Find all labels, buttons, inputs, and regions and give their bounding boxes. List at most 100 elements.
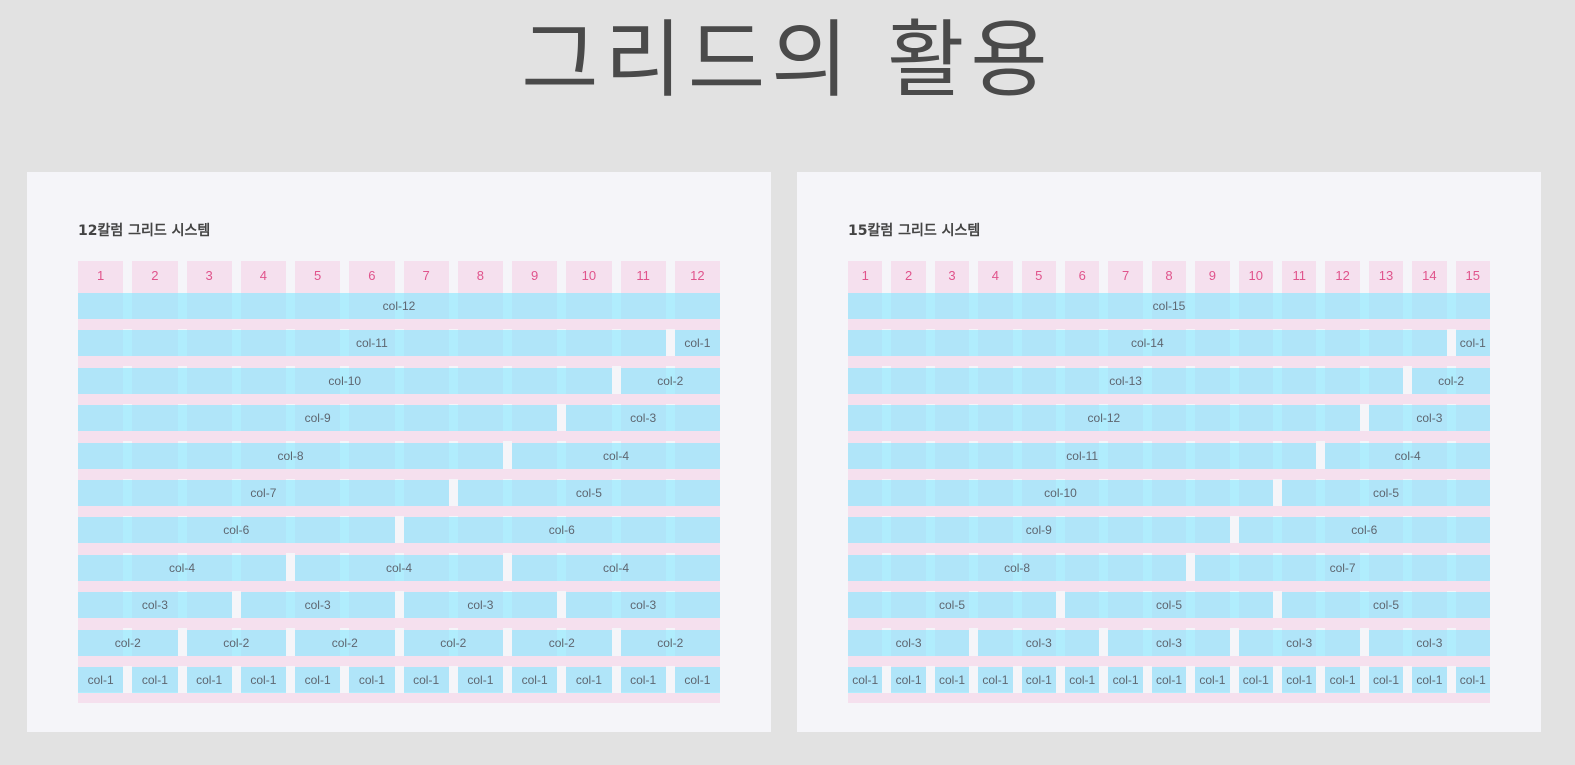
- row-gap-band: [848, 655, 1490, 666]
- column-number: 7: [422, 268, 430, 283]
- grid-span-cell: col-4: [512, 554, 720, 581]
- panel-15-column: 15칼럼 그리드 시스템 1 2 3 4 5 6 7 8 9 10 11 12 13 14 15 col-15…: [797, 172, 1541, 732]
- grid-span-cell: col-3: [78, 592, 232, 619]
- grid-span-cell: col-3: [978, 629, 1100, 656]
- row-gap-band: [78, 618, 720, 629]
- grid-12-column: 1 2 3 4 5 6 7 8 9 10 11 12 col-12 col-11 col-1 col-10 co…: [78, 261, 720, 703]
- grid-span-cell: col-1: [566, 667, 612, 693]
- grid-span-cell: col-6: [403, 517, 720, 544]
- row-gap-band: [78, 655, 720, 666]
- grid-span-cell: col-3: [240, 592, 395, 619]
- panel-12-column: 12칼럼 그리드 시스템 1 2 3 4 5 6 7 8 9 10 11 12 col-12 col-11…: [27, 172, 771, 732]
- grid-span-cell: col-3: [566, 405, 720, 432]
- grid-span-cell: col-1: [1368, 667, 1404, 693]
- grid-span-cell: col-4: [512, 442, 720, 469]
- grid-span-cell: col-3: [566, 592, 720, 619]
- row-gap-band: [78, 431, 720, 442]
- row-gap-band: [78, 319, 720, 329]
- grid-span-cell: col-1: [1455, 667, 1490, 693]
- column-number: 6: [1078, 268, 1086, 283]
- column-number: 6: [368, 268, 376, 283]
- grid-span-cell: col-5: [457, 480, 720, 506]
- row-gap-band: [78, 543, 720, 554]
- grid-span-cell: col-2: [78, 629, 178, 656]
- grid-span-cell: col-1: [1151, 667, 1187, 693]
- column-number: 1: [861, 268, 869, 283]
- grid-span-cell: col-5: [1065, 592, 1273, 619]
- column-number: 9: [1208, 268, 1216, 283]
- row-gap-band: [848, 506, 1490, 516]
- column-number: 3: [205, 268, 213, 283]
- row-gap-band: [848, 468, 1490, 479]
- column-number: 5: [314, 268, 322, 283]
- column-number: 10: [581, 268, 597, 283]
- grid-span-cell: col-1: [1238, 667, 1273, 693]
- column-number: 13: [1378, 268, 1394, 283]
- panel-title: 12칼럼 그리드 시스템: [78, 223, 211, 239]
- column-number: 12: [690, 268, 705, 283]
- column-number: 4: [991, 268, 999, 283]
- grid-span-cell: col-8: [848, 554, 1187, 581]
- grid-span-cell: col-9: [848, 517, 1230, 544]
- grid-span-cell: col-4: [295, 554, 503, 581]
- grid-span-cell: col-10: [78, 367, 612, 394]
- row-gap-band: [78, 506, 720, 516]
- grid-span-cell: col-2: [512, 629, 612, 656]
- grid-span-cell: col-1: [295, 667, 341, 693]
- row-gap-band: [848, 618, 1490, 629]
- grid-span-cell: col-1: [349, 667, 395, 693]
- grid-span-cell: col-1: [674, 667, 720, 693]
- column-number: 11: [636, 268, 650, 283]
- row-gap-band: [78, 468, 720, 479]
- grid-span-cell: col-1: [512, 667, 558, 693]
- row-gap-band: [848, 393, 1490, 404]
- grid-span-cell: col-13: [848, 367, 1404, 394]
- grid-15-column: 1 2 3 4 5 6 7 8 9 10 11 12 13 14 15 col-15 col-14 col-1 co…: [848, 261, 1490, 703]
- row-gap-band: [78, 393, 720, 404]
- panel-title: 15칼럼 그리드 시스템: [848, 223, 981, 239]
- grid-span-cell: col-12: [78, 293, 720, 319]
- grid-span-cell: col-1: [1455, 330, 1490, 357]
- grid-span-cell: col-2: [295, 629, 395, 656]
- grid-span-cell: col-1: [457, 667, 503, 693]
- grid-span-cell: col-1: [132, 667, 178, 693]
- grid-span-cell: col-11: [78, 330, 666, 357]
- row-gap-band: [848, 543, 1490, 554]
- row-gap-band: [78, 356, 720, 367]
- column-number: 2: [904, 268, 913, 283]
- row-gap-band: [848, 693, 1490, 703]
- row-gap-band: [78, 580, 720, 591]
- grid-span-cell: col-1: [403, 667, 449, 693]
- row-gap-band: [848, 356, 1490, 367]
- column-number: 8: [1165, 268, 1173, 283]
- grid-span-cell: col-1: [978, 667, 1013, 693]
- row-gap-band: [78, 693, 720, 703]
- grid-span-cell: col-2: [403, 629, 503, 656]
- column-number: 11: [1292, 268, 1306, 283]
- grid-span-cell: col-1: [186, 667, 232, 693]
- row-gap-band: [848, 580, 1490, 591]
- grid-span-cell: col-15: [848, 293, 1490, 319]
- grid-span-cell: col-1: [1065, 667, 1100, 693]
- column-number: 12: [1335, 268, 1350, 283]
- grid-span-cell: col-6: [78, 517, 395, 544]
- grid-span-cell: col-3: [1368, 629, 1490, 656]
- grid-span-cell: col-3: [403, 592, 558, 619]
- grid-span-cell: col-3: [1108, 629, 1230, 656]
- grid-span-cell: col-7: [1195, 554, 1490, 581]
- grid-span-cell: col-12: [848, 405, 1360, 432]
- page-title: 그리드의 활용: [521, 11, 1054, 109]
- grid-span-cell: col-2: [620, 629, 720, 656]
- grid-span-cell: col-1: [1325, 667, 1360, 693]
- grid-span-cell: col-1: [1282, 667, 1317, 693]
- grid-span-cell: col-1: [934, 667, 970, 693]
- column-number: 3: [948, 268, 956, 283]
- column-number: 1: [97, 268, 105, 283]
- grid-span-cell: col-2: [1412, 367, 1490, 394]
- grid-span-cell: col-3: [848, 629, 970, 656]
- grid-span-cell: col-3: [1368, 405, 1490, 432]
- grid-span-cell: col-8: [78, 442, 503, 469]
- column-number: 5: [1035, 268, 1043, 283]
- grid-span-cell: col-3: [1238, 629, 1360, 656]
- grid-span-cell: col-1: [674, 330, 720, 357]
